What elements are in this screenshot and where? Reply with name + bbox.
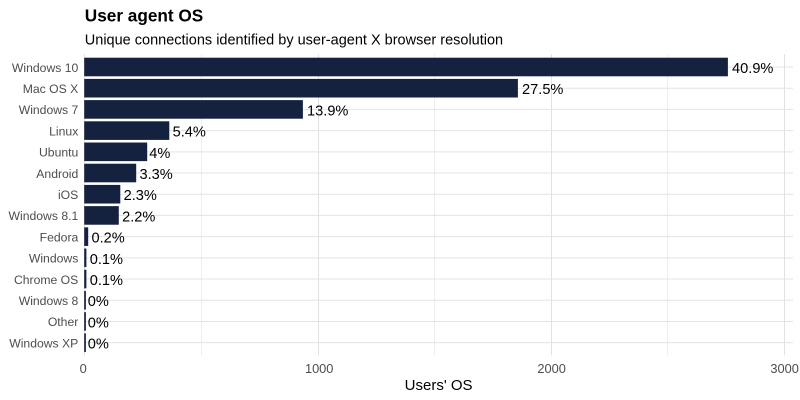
svg-text:0: 0 xyxy=(80,361,87,376)
svg-text:0.1%: 0.1% xyxy=(90,273,123,289)
svg-text:5.4%: 5.4% xyxy=(173,125,206,141)
svg-text:40.9%: 40.9% xyxy=(732,61,773,77)
svg-text:Ubuntu: Ubuntu xyxy=(39,146,78,160)
svg-text:13.9%: 13.9% xyxy=(307,103,348,119)
svg-text:Windows 8.1: Windows 8.1 xyxy=(9,209,79,223)
svg-text:27.5%: 27.5% xyxy=(522,82,563,98)
svg-text:0%: 0% xyxy=(88,294,109,310)
svg-text:2.3%: 2.3% xyxy=(124,188,157,204)
svg-text:Other: Other xyxy=(48,315,78,329)
svg-text:0.1%: 0.1% xyxy=(90,252,123,268)
svg-text:Windows: Windows xyxy=(29,252,78,266)
svg-text:Users' OS: Users' OS xyxy=(405,377,473,394)
svg-text:Chrome OS: Chrome OS xyxy=(14,273,78,287)
svg-text:Windows 8: Windows 8 xyxy=(19,294,79,308)
svg-text:0%: 0% xyxy=(88,315,109,331)
svg-text:Mac OS X: Mac OS X xyxy=(23,82,79,96)
svg-text:Windows 7: Windows 7 xyxy=(19,103,79,117)
svg-text:4%: 4% xyxy=(149,146,170,162)
svg-text:User agent OS: User agent OS xyxy=(85,6,203,26)
svg-text:iOS: iOS xyxy=(58,188,78,202)
svg-text:2.2%: 2.2% xyxy=(122,209,155,225)
svg-text:Windows XP: Windows XP xyxy=(9,336,78,350)
svg-text:Windows 10: Windows 10 xyxy=(12,61,79,75)
svg-text:0.2%: 0.2% xyxy=(92,231,125,247)
svg-text:Fedora: Fedora xyxy=(40,230,79,244)
svg-text:0%: 0% xyxy=(88,337,109,353)
svg-text:Linux: Linux xyxy=(49,124,78,138)
svg-text:2000: 2000 xyxy=(537,361,565,376)
svg-text:Unique connections identified: Unique connections identified by user-ag… xyxy=(85,32,503,48)
svg-text:3000: 3000 xyxy=(770,361,798,376)
svg-text:1000: 1000 xyxy=(305,361,333,376)
svg-text:3.3%: 3.3% xyxy=(140,167,173,183)
svg-text:Android: Android xyxy=(36,167,78,181)
